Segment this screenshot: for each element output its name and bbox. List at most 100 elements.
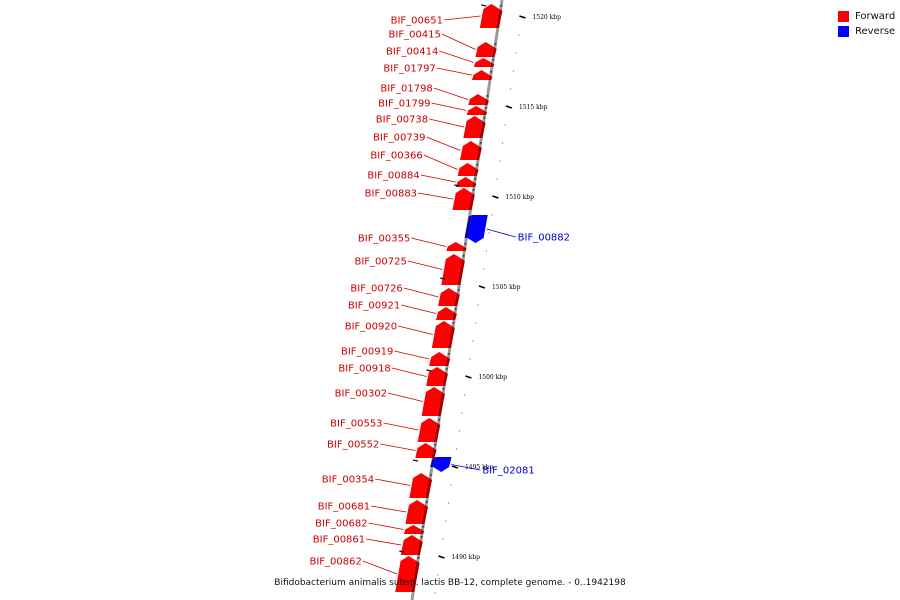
gene-bif-00919[interactable]: BIF_00919 bbox=[341, 347, 451, 367]
gene-label[interactable]: BIF_00883 bbox=[365, 189, 417, 200]
gene-arrow-shade bbox=[454, 293, 460, 306]
gene-bif-00726[interactable]: BIF_00726 bbox=[350, 284, 460, 307]
scale-ticks: 1520 kbp 1515 kbp 1510 kbp 1505 kbp 1500 kbp… bbox=[434, 14, 561, 594]
gene-label[interactable]: BIF_01797 bbox=[383, 64, 435, 75]
gene-label[interactable]: BIF_00920 bbox=[345, 322, 397, 333]
gene-start-marker bbox=[434, 444, 437, 446]
gene-label[interactable]: BIF_00739 bbox=[373, 133, 425, 144]
scale-tick: 1515 kbp bbox=[496, 104, 548, 180]
gene-bif-00414[interactable]: BIF_00414 bbox=[386, 47, 495, 68]
gene-label[interactable]: BIF_00918 bbox=[338, 364, 390, 375]
gene-bif-00862[interactable]: BIF_00862 bbox=[309, 556, 420, 592]
gene-arrow-shade bbox=[447, 326, 455, 348]
gene-bif-00883[interactable]: BIF_00883 bbox=[365, 188, 475, 210]
gene-bif-00884[interactable]: BIF_00884 bbox=[367, 171, 477, 188]
gene-leader-line bbox=[371, 505, 407, 513]
gene-label[interactable]: BIF_00884 bbox=[367, 171, 419, 182]
gene-label[interactable]: BIF_00919 bbox=[341, 347, 393, 358]
feature-dash bbox=[412, 459, 419, 462]
gene-leader-line bbox=[439, 50, 474, 63]
gene-bif-02081[interactable]: BIF_02081 bbox=[430, 457, 535, 477]
gene-arrow-shade bbox=[430, 457, 436, 467]
gene-start-marker bbox=[417, 557, 420, 559]
gene-bif-00354[interactable]: BIF_00354 bbox=[322, 473, 433, 498]
minor-tick bbox=[510, 88, 512, 90]
gene-bif-00739[interactable]: BIF_00739 bbox=[373, 133, 482, 161]
gene-label[interactable]: BIF_00921 bbox=[348, 301, 400, 312]
gene-label[interactable]: BIF_00725 bbox=[354, 257, 406, 268]
gene-leader-line bbox=[380, 443, 416, 451]
gene-label[interactable]: BIF_01799 bbox=[378, 99, 430, 110]
minor-tick bbox=[499, 160, 501, 162]
gene-label[interactable]: BIF_00882 bbox=[518, 233, 570, 244]
gene-bif-00553[interactable]: BIF_00553 bbox=[330, 418, 441, 442]
gene-bif-00861[interactable]: BIF_00861 bbox=[313, 535, 423, 556]
gene-label[interactable]: BIF_00861 bbox=[313, 535, 365, 546]
legend-label-reverse: Reverse bbox=[855, 25, 896, 37]
gene-label[interactable]: BIF_02081 bbox=[482, 466, 534, 477]
gene-start-marker bbox=[442, 388, 445, 390]
tick-mark bbox=[505, 105, 513, 109]
gene-start-marker bbox=[492, 59, 494, 61]
feature-dash bbox=[399, 550, 405, 553]
gene-leader-line bbox=[407, 260, 443, 270]
gene-label[interactable]: BIF_00302 bbox=[335, 389, 387, 400]
gene-label[interactable]: BIF_00726 bbox=[350, 284, 402, 295]
gene-label[interactable]: BIF_00738 bbox=[376, 115, 428, 126]
gene-label[interactable]: BIF_00552 bbox=[327, 440, 379, 451]
gene-label[interactable]: BIF_00415 bbox=[389, 30, 441, 41]
gene-label[interactable]: BIF_00862 bbox=[309, 557, 361, 568]
gene-leader-line bbox=[398, 325, 433, 335]
gene-label[interactable]: BIF_00651 bbox=[391, 16, 443, 27]
gene-leader-line bbox=[441, 33, 476, 50]
gene-bif-00918[interactable]: BIF_00918 bbox=[338, 364, 448, 387]
gene-bif-01798[interactable]: BIF_01798 bbox=[380, 84, 489, 106]
gene-bif-00725[interactable]: BIF_00725 bbox=[354, 254, 465, 285]
minor-tick bbox=[512, 70, 514, 72]
gene-arrow-shade bbox=[419, 529, 425, 534]
gene-bif-00366[interactable]: BIF_00366 bbox=[370, 151, 479, 177]
legend-item-forward: Forward bbox=[838, 9, 895, 23]
gene-arrow bbox=[457, 163, 476, 176]
feature-dash bbox=[440, 277, 446, 280]
gene-arrow-shade bbox=[421, 505, 428, 524]
tick-mark bbox=[519, 15, 526, 19]
gene-bif-00682[interactable]: BIF_00682 bbox=[315, 519, 425, 535]
tick-label: 1505 kbp bbox=[492, 284, 521, 291]
gene-arrow-shade bbox=[462, 246, 467, 251]
gene-label[interactable]: BIF_00414 bbox=[386, 47, 438, 58]
gene-bif-00552[interactable]: BIF_00552 bbox=[327, 440, 437, 459]
gene-bif-00882[interactable]: BIF_00882 bbox=[464, 215, 570, 244]
gene-bif-01799[interactable]: BIF_01799 bbox=[378, 99, 488, 116]
gene-label[interactable]: BIF_00553 bbox=[330, 419, 382, 430]
gene-bif-00355[interactable]: BIF_00355 bbox=[358, 234, 467, 252]
gene-bif-00415[interactable]: BIF_00415 bbox=[389, 30, 497, 58]
gene-label[interactable]: BIF_01798 bbox=[380, 84, 432, 95]
gene-label[interactable]: BIF_00681 bbox=[318, 502, 370, 513]
gene-start-marker bbox=[420, 536, 423, 538]
gene-label[interactable]: BIF_00366 bbox=[370, 151, 422, 162]
gene-start-marker bbox=[452, 322, 455, 324]
tick-label: 1500 kbp bbox=[478, 374, 507, 381]
gene-arrow bbox=[446, 242, 464, 251]
gene-start-marker bbox=[454, 308, 457, 310]
gene-bif-00651[interactable]: BIF_00651 bbox=[391, 4, 503, 28]
gene-label[interactable]: BIF_00682 bbox=[315, 519, 367, 530]
gene-label[interactable]: BIF_00355 bbox=[358, 234, 410, 245]
gene-start-marker bbox=[490, 71, 493, 73]
tick-mark bbox=[478, 285, 486, 289]
gene-bif-00302[interactable]: BIF_00302 bbox=[335, 387, 445, 416]
gene-label[interactable]: BIF_00354 bbox=[322, 475, 374, 486]
gene-bif-00921[interactable]: BIF_00921 bbox=[348, 301, 457, 321]
gene-arrow-shade bbox=[457, 259, 465, 285]
gene-bif-00738[interactable]: BIF_00738 bbox=[376, 115, 486, 139]
gene-arrow-shade bbox=[468, 193, 475, 210]
scale-tick: 1505 kbp bbox=[469, 284, 521, 360]
forward-swatch bbox=[838, 10, 849, 22]
gene-bif-00920[interactable]: BIF_00920 bbox=[345, 321, 455, 348]
gene-bif-01797[interactable]: BIF_01797 bbox=[383, 64, 493, 81]
gene-leader-line bbox=[403, 287, 439, 298]
gene-arrow-shade bbox=[479, 121, 486, 138]
gene-bif-00681[interactable]: BIF_00681 bbox=[318, 500, 428, 524]
minor-tick bbox=[496, 178, 498, 180]
